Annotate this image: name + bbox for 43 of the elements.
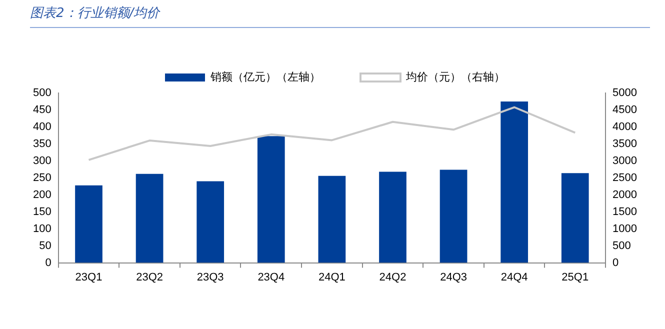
bar bbox=[318, 176, 346, 263]
y-tick-label: 300 bbox=[32, 154, 52, 167]
bar bbox=[136, 174, 164, 263]
y-tick-label: 0 bbox=[45, 256, 52, 269]
y2-tick-label: 5000 bbox=[612, 87, 638, 100]
bar bbox=[561, 173, 589, 263]
x-tick-label: 24Q2 bbox=[379, 271, 406, 284]
y2-tick-label: 1500 bbox=[612, 206, 638, 218]
y2-tick-label: 4000 bbox=[612, 120, 638, 133]
bar bbox=[196, 181, 224, 263]
x-tick-label: 23Q3 bbox=[196, 271, 224, 284]
y-tick-label: 450 bbox=[32, 104, 52, 116]
y2-tick-label: 500 bbox=[612, 240, 631, 252]
bar bbox=[440, 170, 468, 263]
bar bbox=[257, 136, 285, 263]
bar bbox=[75, 185, 102, 263]
y-tick-label: 500 bbox=[32, 87, 52, 100]
y-tick-label: 150 bbox=[32, 206, 52, 218]
chart-title: 图表2：行业销额/均价 bbox=[30, 4, 650, 28]
x-tick-label: 23Q1 bbox=[75, 271, 102, 284]
y-tick-label: 400 bbox=[32, 120, 52, 133]
legend-label: 均价（元）（右轴） bbox=[405, 70, 505, 84]
x-tick-label: 24Q1 bbox=[318, 271, 346, 284]
bar bbox=[500, 101, 528, 263]
y-tick-label: 350 bbox=[32, 138, 52, 150]
y2-tick-label: 3000 bbox=[612, 154, 638, 167]
y-tick-label: 200 bbox=[32, 188, 52, 201]
bar bbox=[379, 172, 406, 263]
y-tick-label: 250 bbox=[32, 172, 52, 184]
x-tick-label: 23Q4 bbox=[258, 271, 285, 284]
y2-tick-label: 2000 bbox=[612, 188, 638, 201]
y2-tick-label: 3500 bbox=[612, 138, 638, 150]
x-tick-label: 25Q1 bbox=[562, 271, 589, 284]
y2-tick-label: 1000 bbox=[612, 222, 638, 235]
y2-tick-label: 4500 bbox=[612, 104, 638, 116]
y-tick-label: 50 bbox=[39, 240, 52, 252]
y-tick-label: 100 bbox=[32, 222, 52, 235]
x-tick-label: 24Q3 bbox=[440, 271, 467, 284]
legend-label: 销额（亿元）（左轴） bbox=[210, 70, 320, 84]
x-tick-label: 23Q2 bbox=[136, 271, 164, 284]
y2-tick-label: 0 bbox=[612, 256, 619, 269]
x-tick-label: 24Q4 bbox=[500, 271, 528, 284]
y2-tick-label: 2500 bbox=[612, 172, 638, 184]
